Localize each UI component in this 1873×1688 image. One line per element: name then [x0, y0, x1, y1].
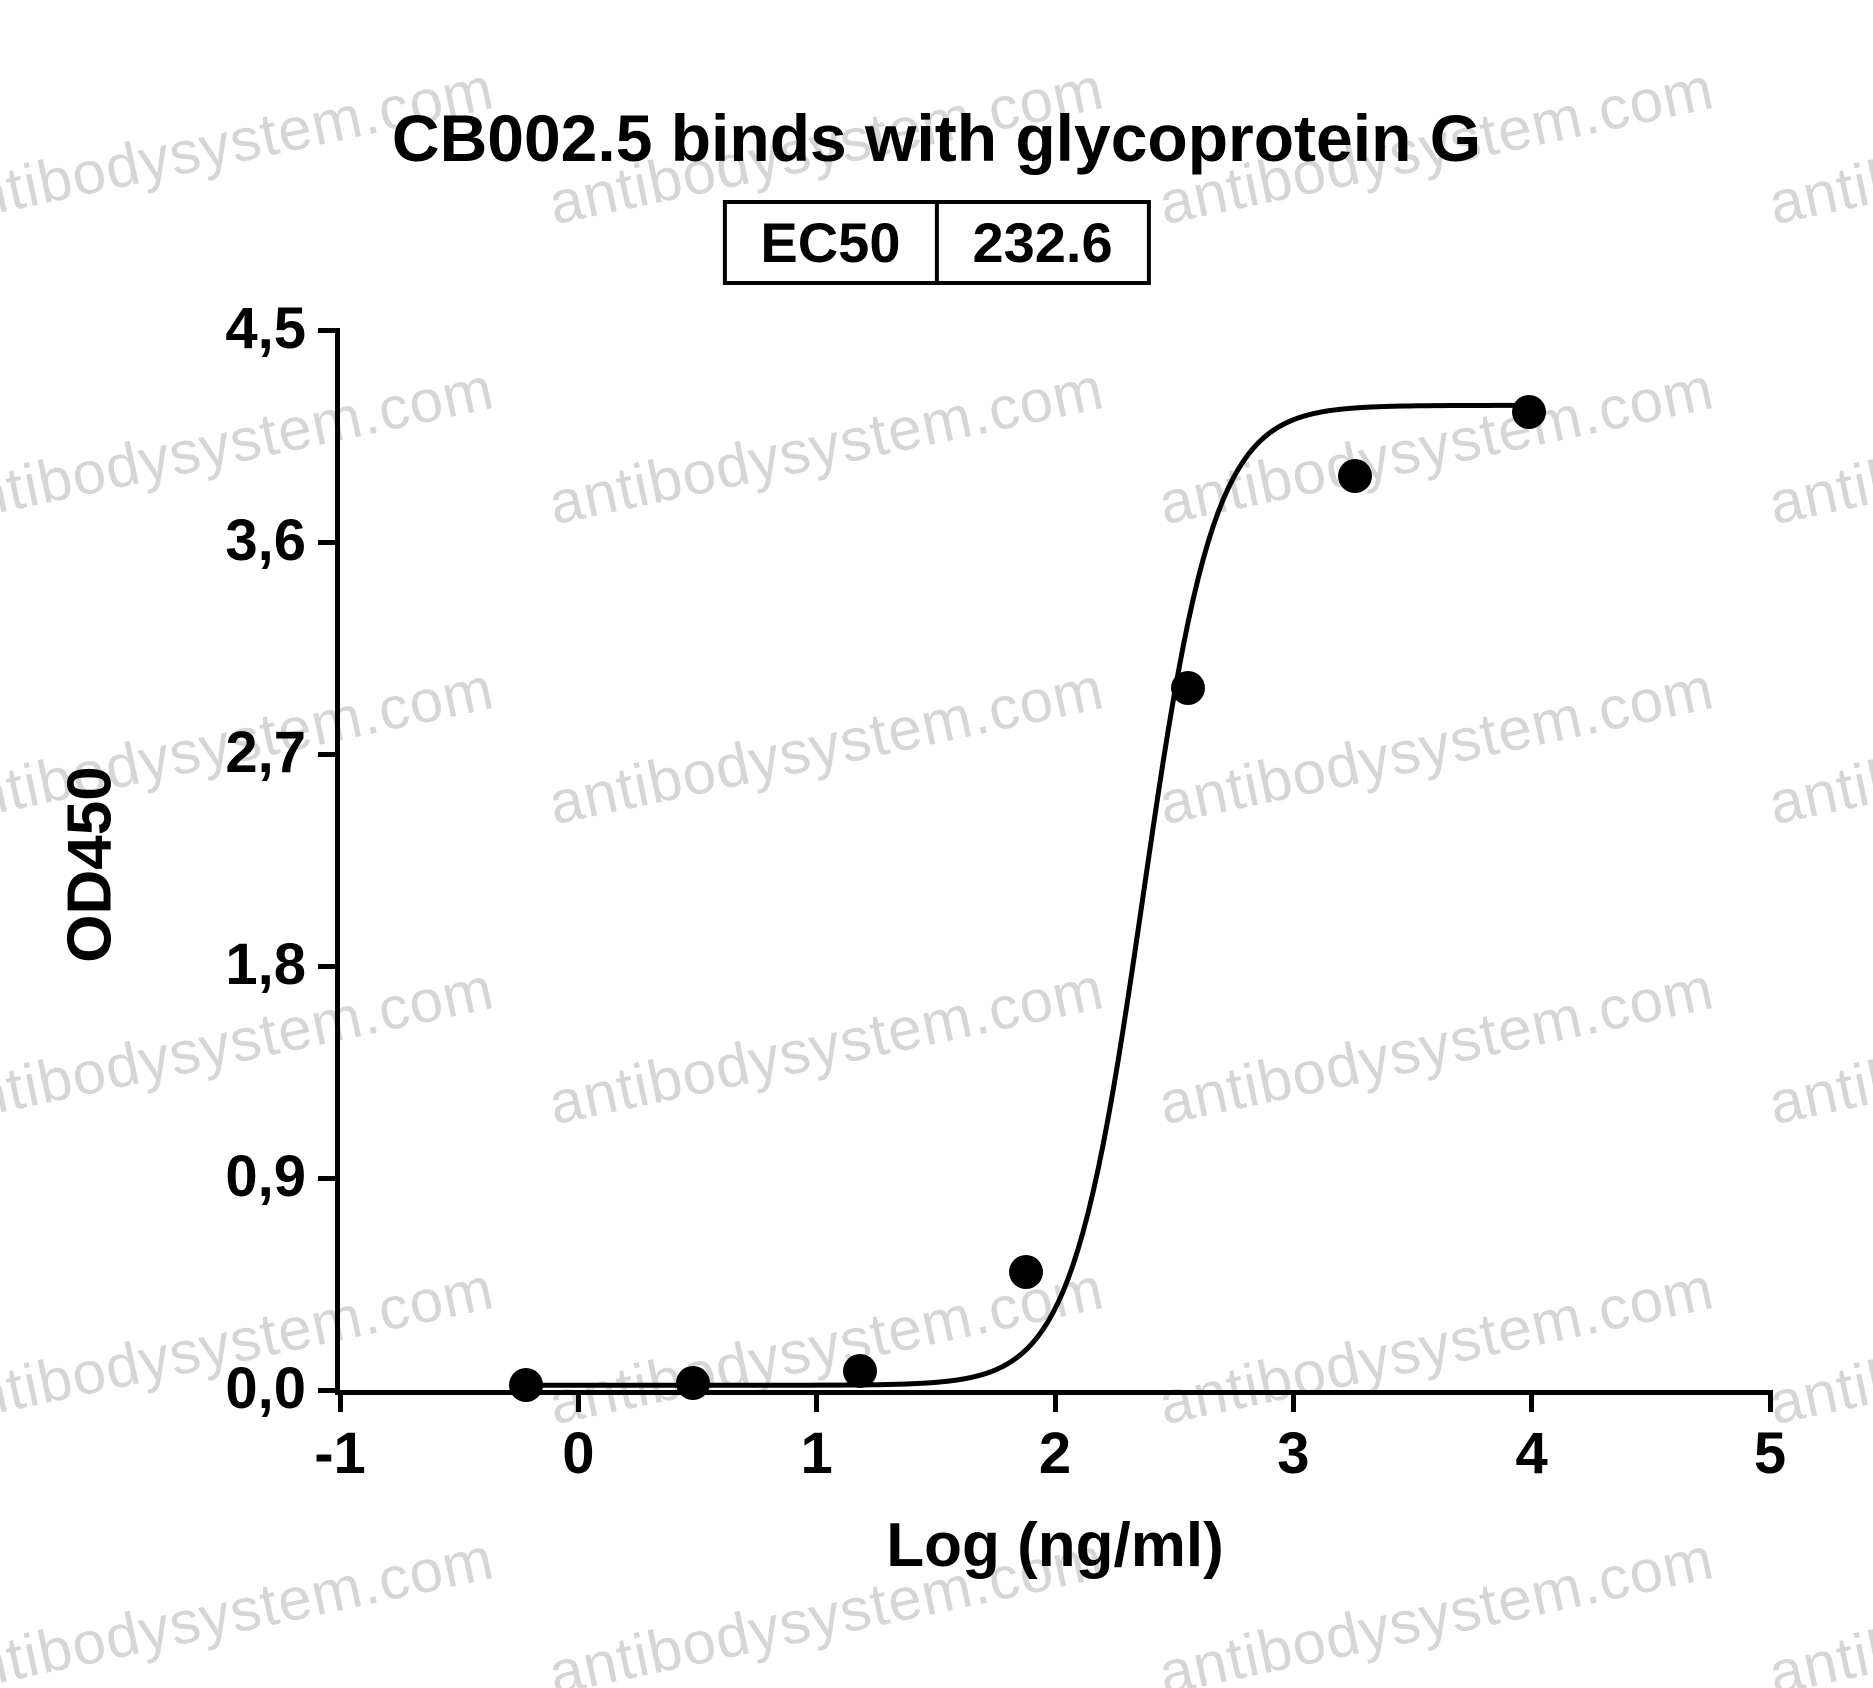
- data-point: [509, 1368, 543, 1402]
- y-axis-label: OD450: [55, 335, 126, 1395]
- x-tick: [1291, 1390, 1296, 1412]
- plot-area: -10123450,00,91,82,73,64,5: [340, 330, 1770, 1390]
- y-tick-label: 0,0: [166, 1355, 306, 1422]
- y-tick-label: 0,9: [166, 1143, 306, 1210]
- x-tick: [1529, 1390, 1534, 1412]
- data-point: [676, 1366, 710, 1400]
- chart-title: CB002.5 binds with glycoprotein G: [0, 100, 1873, 176]
- x-tick-label: 2: [995, 1420, 1115, 1487]
- x-tick-label: 3: [1233, 1420, 1353, 1487]
- chart-container: CB002.5 binds with glycoprotein G EC50 2…: [0, 0, 1873, 1688]
- data-point: [843, 1354, 877, 1388]
- data-point: [1009, 1255, 1043, 1289]
- ec50-box: EC50 232.6: [722, 200, 1150, 285]
- x-tick-label: -1: [280, 1420, 400, 1487]
- x-tick: [814, 1390, 819, 1412]
- ec50-value: 232.6: [938, 204, 1146, 281]
- x-tick: [338, 1390, 343, 1412]
- x-tick: [1768, 1390, 1773, 1412]
- x-tick-label: 0: [518, 1420, 638, 1487]
- y-tick-label: 2,7: [166, 719, 306, 786]
- data-point: [1512, 395, 1546, 429]
- y-tick: [318, 1388, 340, 1393]
- data-point: [1171, 671, 1205, 705]
- y-tick: [318, 1176, 340, 1181]
- y-tick-label: 4,5: [166, 295, 306, 362]
- y-tick: [318, 964, 340, 969]
- y-tick-label: 3,6: [166, 507, 306, 574]
- fit-curve: [340, 330, 1770, 1390]
- y-tick: [318, 328, 340, 333]
- x-tick-label: 1: [757, 1420, 877, 1487]
- x-axis-label: Log (ng/ml): [340, 1510, 1770, 1581]
- x-tick-label: 5: [1710, 1420, 1830, 1487]
- x-tick: [576, 1390, 581, 1412]
- x-tick-label: 4: [1472, 1420, 1592, 1487]
- data-point: [1338, 459, 1372, 493]
- x-tick: [1053, 1390, 1058, 1412]
- y-tick: [318, 540, 340, 545]
- ec50-label: EC50: [726, 204, 938, 281]
- y-tick-label: 1,8: [166, 931, 306, 998]
- y-tick: [318, 752, 340, 757]
